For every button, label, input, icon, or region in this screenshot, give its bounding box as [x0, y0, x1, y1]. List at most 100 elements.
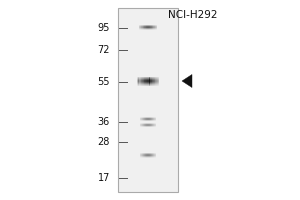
Bar	[151, 27, 152, 28]
Bar	[146, 82, 147, 83]
Bar	[144, 27, 145, 28]
Bar	[154, 83, 155, 84]
Bar	[146, 78, 147, 79]
Bar	[140, 29, 141, 30]
Bar	[146, 78, 147, 79]
Bar	[153, 82, 154, 83]
Bar	[142, 154, 143, 155]
Bar	[156, 27, 157, 28]
Bar	[140, 123, 141, 124]
Bar	[147, 27, 148, 28]
Bar	[152, 83, 153, 84]
Bar	[148, 27, 149, 28]
Bar	[140, 77, 141, 78]
Bar	[147, 29, 148, 30]
Bar	[145, 26, 146, 27]
Bar	[141, 82, 142, 83]
Bar	[148, 156, 149, 157]
Bar	[151, 119, 152, 120]
Bar	[148, 80, 149, 81]
Bar	[150, 154, 151, 155]
Bar	[150, 119, 151, 120]
Bar	[144, 29, 145, 30]
Bar	[142, 26, 143, 27]
Bar	[147, 84, 148, 85]
Bar	[150, 157, 151, 158]
Bar	[154, 152, 155, 153]
Bar	[149, 154, 150, 155]
Bar	[148, 125, 149, 126]
Bar	[155, 25, 156, 26]
Bar	[149, 118, 150, 119]
Bar	[154, 82, 155, 83]
Bar	[146, 81, 147, 82]
Bar	[152, 28, 153, 29]
Bar	[147, 80, 148, 81]
Bar	[142, 28, 143, 29]
Bar	[147, 78, 148, 79]
Bar	[146, 25, 147, 26]
Bar	[142, 81, 143, 82]
Bar	[152, 29, 153, 30]
Bar	[153, 77, 154, 78]
Bar	[143, 78, 144, 79]
Bar	[154, 156, 155, 157]
Bar	[147, 120, 148, 121]
Bar	[140, 26, 141, 27]
Bar	[139, 25, 140, 26]
Bar	[146, 29, 147, 30]
Bar	[142, 26, 143, 27]
Bar	[149, 76, 150, 77]
Bar	[141, 76, 142, 77]
Bar	[155, 85, 156, 86]
Bar	[141, 117, 142, 118]
Bar	[155, 154, 156, 155]
Bar	[144, 78, 145, 79]
Bar	[148, 79, 149, 80]
Bar	[151, 120, 152, 121]
Bar	[147, 123, 148, 124]
Bar	[144, 25, 145, 26]
Bar	[144, 28, 145, 29]
Bar	[146, 156, 147, 157]
Bar	[140, 156, 141, 157]
Bar	[141, 29, 142, 30]
Bar	[152, 117, 153, 118]
Bar	[142, 85, 143, 86]
Bar	[151, 25, 152, 26]
Bar	[152, 82, 153, 83]
Bar	[147, 26, 148, 27]
Bar	[155, 84, 156, 85]
Bar	[148, 28, 149, 29]
Bar	[140, 117, 141, 118]
Bar	[155, 119, 156, 120]
Bar	[154, 84, 155, 85]
Bar	[146, 157, 147, 158]
Bar	[145, 124, 146, 125]
Bar	[151, 28, 152, 29]
Bar	[152, 157, 153, 158]
Bar	[142, 78, 143, 79]
Bar	[140, 124, 141, 125]
Bar	[157, 78, 158, 79]
Bar	[154, 118, 155, 119]
Bar	[154, 120, 155, 121]
Bar	[156, 24, 157, 25]
Bar	[153, 83, 154, 84]
Bar	[142, 152, 143, 153]
Bar	[146, 25, 147, 26]
Bar	[141, 79, 142, 80]
Bar	[154, 155, 155, 156]
Bar	[144, 153, 145, 154]
Bar	[150, 154, 151, 155]
Bar	[140, 79, 141, 80]
Bar	[137, 76, 138, 77]
Bar	[145, 26, 146, 27]
Bar	[154, 157, 155, 158]
Bar	[139, 27, 140, 28]
Bar	[150, 78, 151, 79]
Bar	[146, 83, 147, 84]
Text: 95: 95	[98, 23, 110, 33]
Bar	[150, 155, 151, 156]
Bar	[146, 126, 147, 127]
